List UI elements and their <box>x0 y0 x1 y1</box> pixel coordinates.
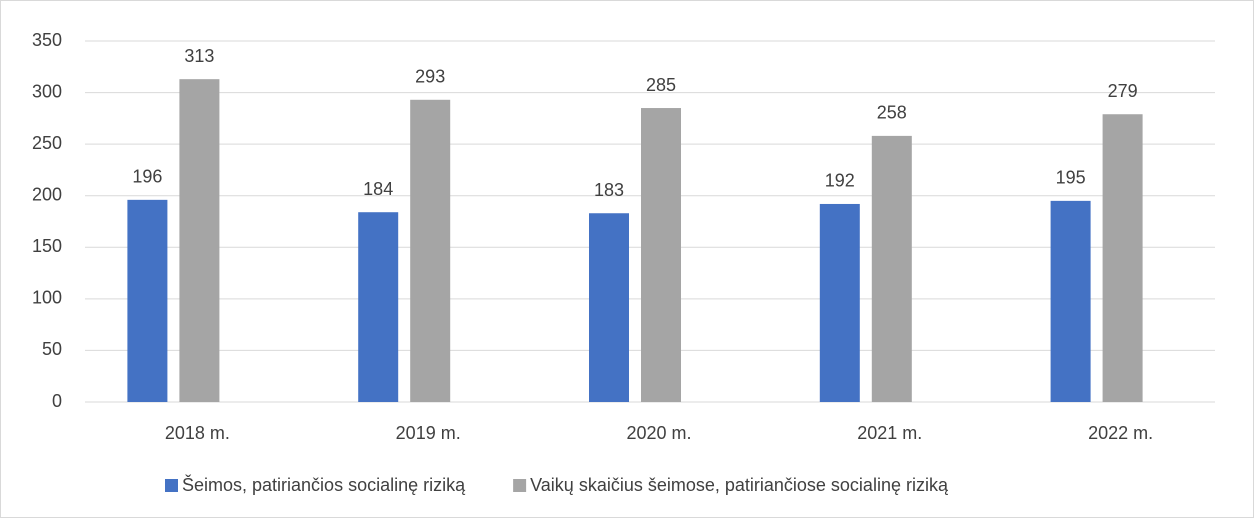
y-tick-label: 100 <box>32 288 62 308</box>
bar <box>127 199 168 402</box>
bar <box>358 212 399 402</box>
bar <box>1102 114 1143 402</box>
value-label: 279 <box>1108 81 1138 101</box>
value-label: 258 <box>877 103 907 123</box>
bar <box>179 79 220 403</box>
value-label: 196 <box>132 167 162 187</box>
y-tick-label: 50 <box>42 339 62 359</box>
x-tick-label: 2022 m. <box>1088 423 1153 443</box>
value-label: 184 <box>363 179 393 199</box>
y-tick-label: 350 <box>32 30 62 50</box>
bar <box>589 213 629 402</box>
bar <box>871 135 912 403</box>
value-label: 183 <box>594 180 624 200</box>
y-tick-label: 200 <box>32 184 62 204</box>
legend-label: Vaikų skaičius šeimose, patiriančiose so… <box>530 475 949 495</box>
y-tick-label: 150 <box>32 236 62 256</box>
x-tick-label: 2019 m. <box>396 423 461 443</box>
y-tick-label: 250 <box>32 133 62 153</box>
x-tick-label: 2018 m. <box>165 423 230 443</box>
y-tick-label: 0 <box>52 391 62 411</box>
bar <box>819 203 860 402</box>
value-label: 285 <box>646 75 676 95</box>
legend-swatch <box>513 479 527 492</box>
value-label: 293 <box>415 67 445 87</box>
bar <box>410 99 451 402</box>
legend-label: Šeimos, patiriančios socialinę riziką <box>182 474 466 495</box>
bar <box>1050 200 1091 402</box>
value-label: 195 <box>1056 168 1086 188</box>
x-tick-label: 2020 m. <box>626 423 691 443</box>
bar <box>641 108 681 403</box>
y-tick-label: 300 <box>32 81 62 101</box>
value-label: 313 <box>184 46 214 66</box>
legend-swatch <box>165 479 178 492</box>
value-label: 192 <box>825 171 855 191</box>
x-tick-label: 2021 m. <box>857 423 922 443</box>
